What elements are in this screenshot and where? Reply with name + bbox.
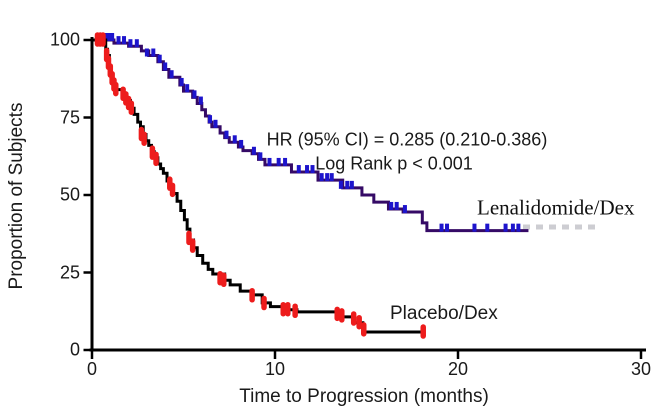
x-tick-label: 30 <box>630 359 652 379</box>
y-tick-label: 0 <box>69 339 80 360</box>
y-tick-label: 100 <box>49 29 80 50</box>
logrank-annotation: Log Rank p < 0.001 <box>315 153 473 174</box>
x-tick-label: 20 <box>447 359 469 379</box>
series-label-placebo-dex: Placebo/Dex <box>390 303 498 324</box>
x-axis-title: Time to Progression (months) <box>239 386 489 407</box>
x-tick-label: 0 <box>86 359 98 379</box>
x-tick-label: 10 <box>264 359 286 379</box>
curve-placebo-dex <box>92 38 425 334</box>
curve-lenalidomide-dex <box>92 38 529 233</box>
y-tick-label: 50 <box>59 184 80 205</box>
y-tick-label: 25 <box>59 262 80 282</box>
y-tick-label: 75 <box>59 107 80 127</box>
series-label-lenalidomide-dex: Lenalidomide/Dex <box>477 195 635 220</box>
y-axis-title: Proportion of Subjects <box>6 102 27 290</box>
hr-annotation: HR (95% CI) = 0.285 (0.210-0.386) <box>266 129 548 150</box>
